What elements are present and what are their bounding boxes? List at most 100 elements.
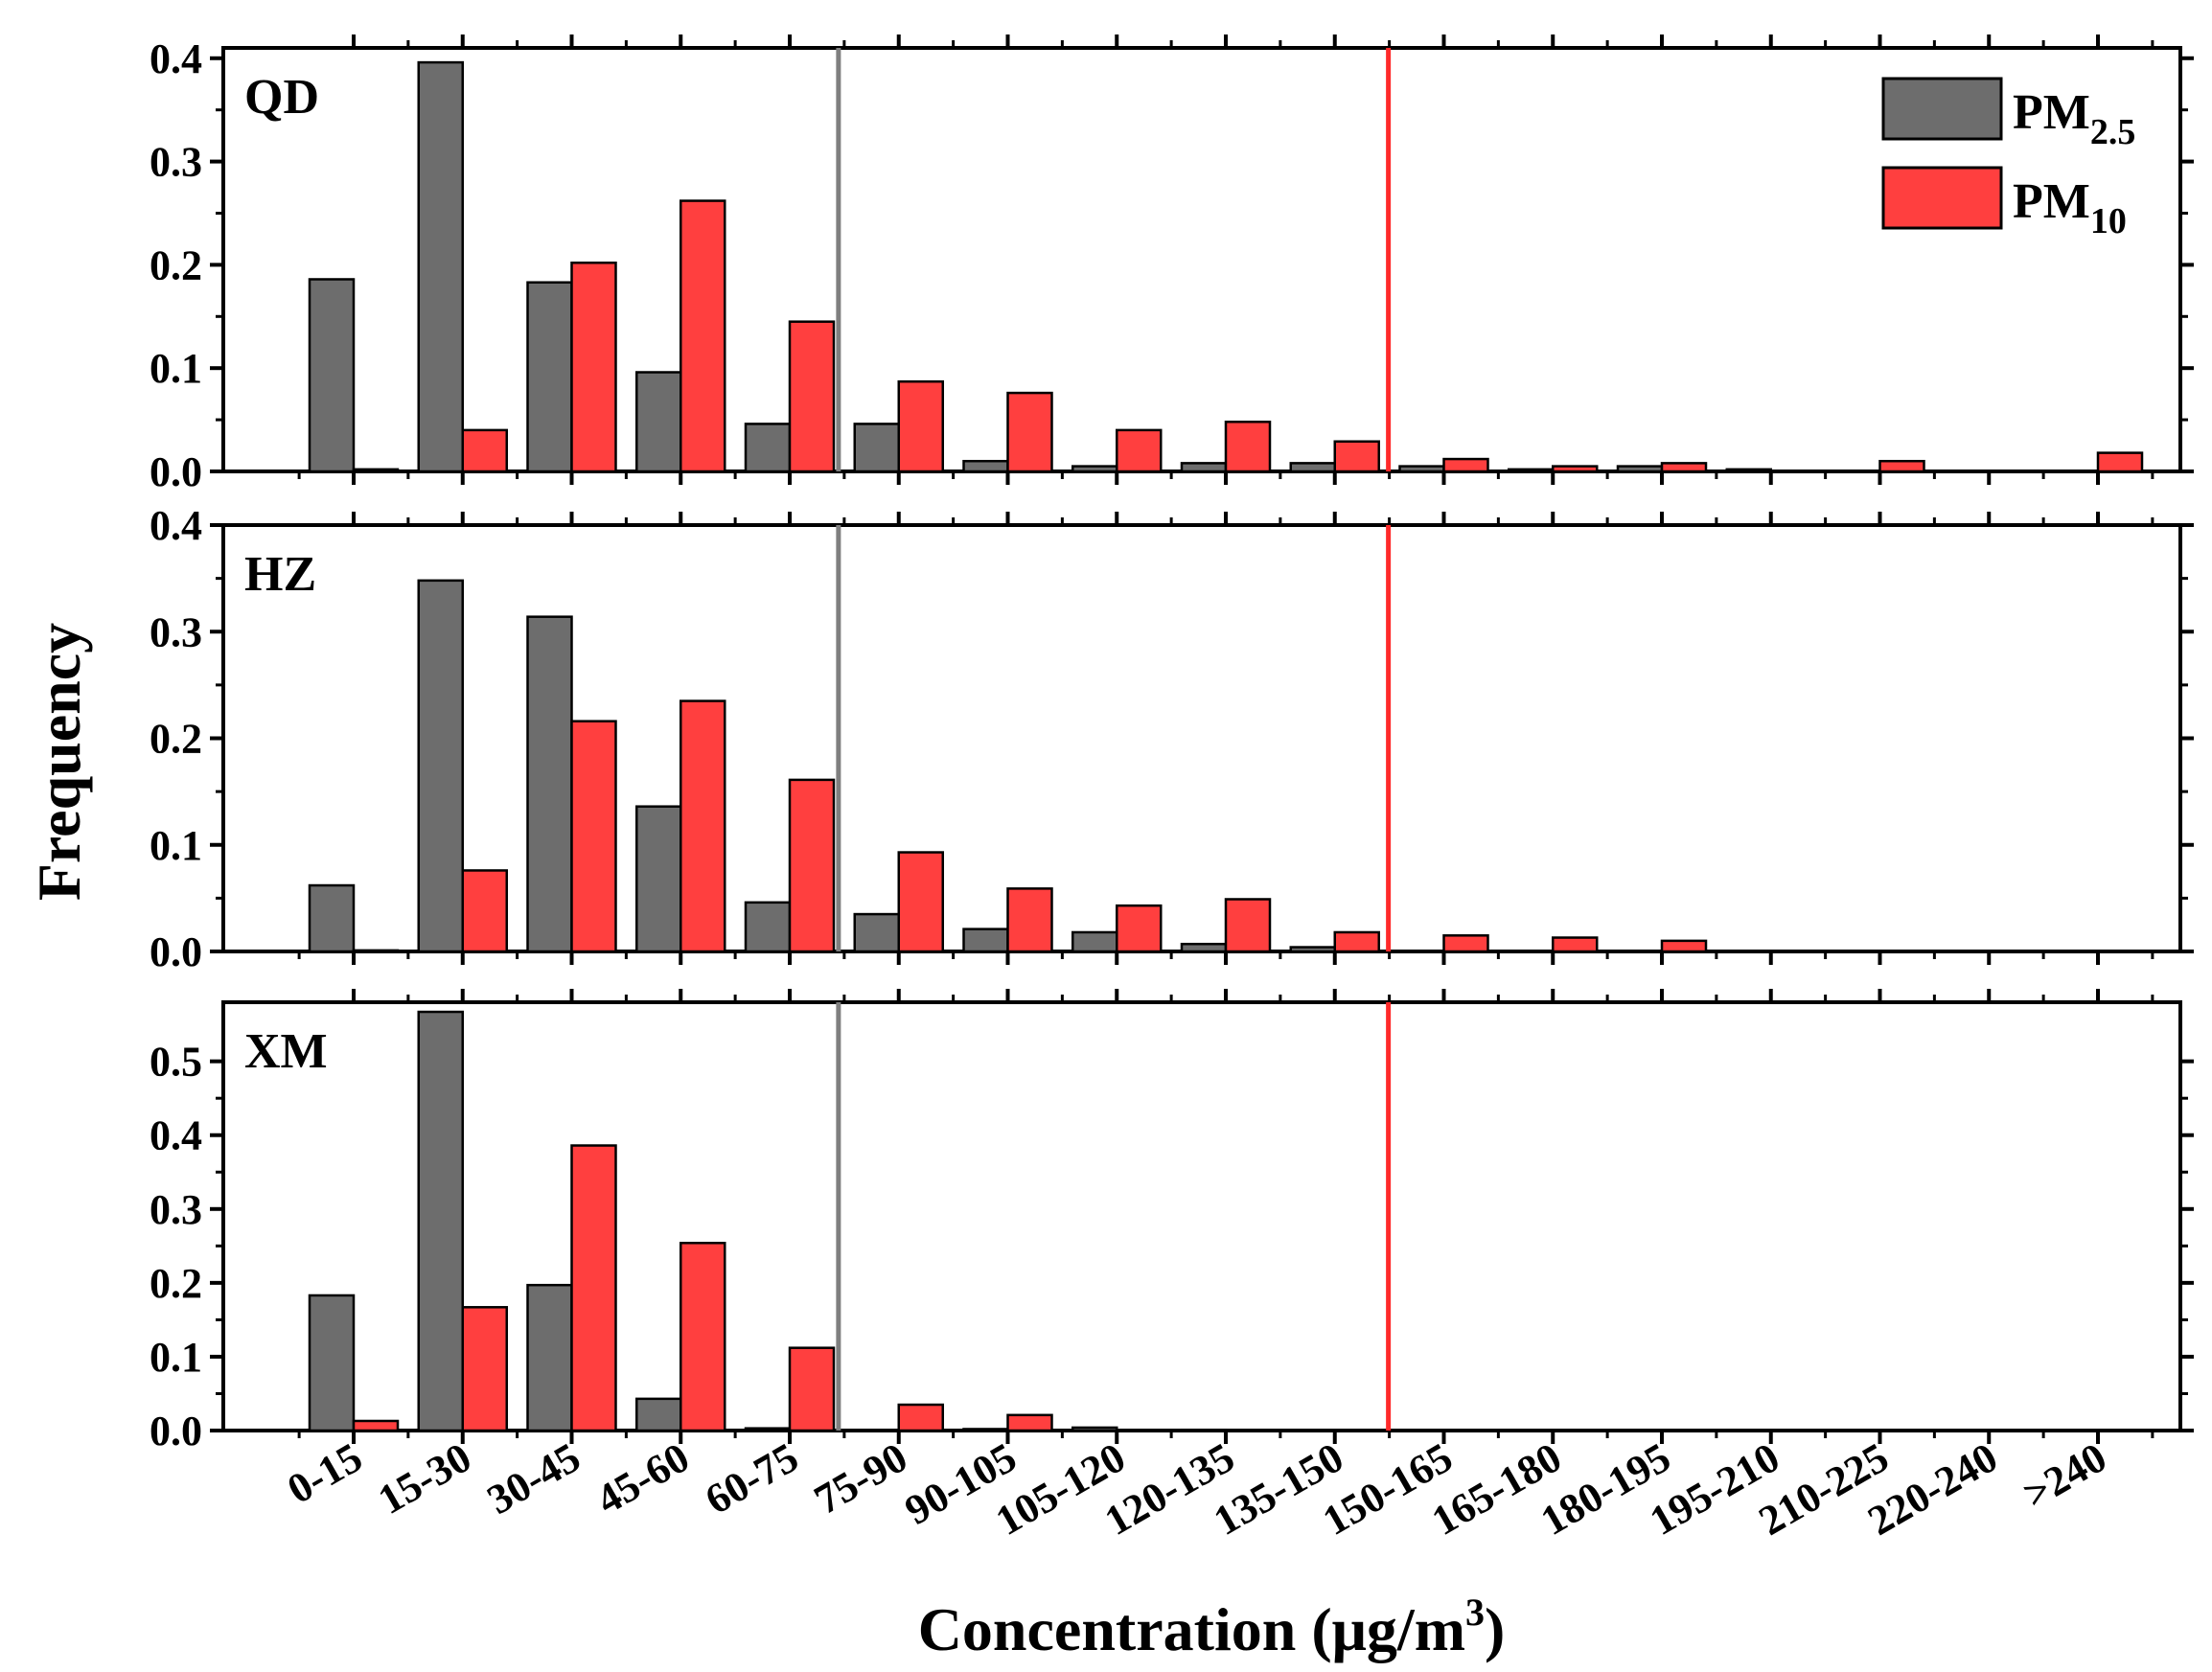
panel-label-xm: XM [244, 1024, 328, 1079]
bar-pm10->240 [2096, 451, 2144, 473]
bar-pm10-30-45 [570, 720, 617, 953]
bar-pm10-75-90 [897, 379, 944, 473]
bar-pm10-60-75 [788, 320, 836, 473]
bar-pm10-150-165 [1442, 934, 1489, 953]
bar-pm25-45-60 [635, 371, 682, 473]
bar-pm25-15-30 [417, 579, 464, 953]
bar-pm10-0-15 [352, 1419, 400, 1432]
y-tick-label: 0.3 [150, 608, 202, 655]
bar-pm25-30-45 [526, 281, 573, 473]
bar-pm25-75-90 [853, 423, 900, 473]
y-tick-label: 0.0 [150, 448, 202, 495]
bar-pm10-90-105 [1006, 887, 1053, 953]
x-category-label: 30-45 [479, 1433, 588, 1523]
y-tick-label: 0.1 [150, 345, 202, 392]
legend-swatch-pm25 [1881, 77, 2003, 141]
bar-pm10-180-195 [1660, 939, 1708, 953]
bar-pm25-165-180 [1508, 468, 1555, 473]
bar-pm25-135-150 [1289, 946, 1336, 953]
y-tick-label: 0.0 [150, 928, 202, 975]
y-tick-label: 0.3 [150, 1186, 202, 1233]
bar-pm25-105-120 [1071, 930, 1118, 953]
y-tick-label: 0.2 [150, 241, 202, 288]
bar-pm25-60-75 [744, 423, 792, 473]
bar-pm25-60-75 [744, 1427, 792, 1432]
panel-qd: 0.0 0.1 0.2 0.3 0.4 QD [150, 34, 2194, 495]
plot-frame [221, 1000, 2182, 1432]
bar-pm25-180-195 [1616, 465, 1664, 473]
bar-pm10-75-90 [897, 1403, 944, 1432]
bar-pm25-30-45 [526, 1283, 573, 1432]
y-tick-label: 0.3 [150, 139, 202, 186]
x-category-label: >240 [2016, 1433, 2114, 1518]
bar-pm25-120-135 [1180, 942, 1228, 953]
bar-pm25-90-105 [962, 1428, 1009, 1432]
legend-swatch-pm10 [1881, 166, 2003, 230]
bar-pm10-0-15 [352, 468, 400, 473]
bar-pm10-15-30 [461, 428, 508, 473]
panel-xm: 0.0 0.1 0.2 0.3 0.4 0.5 XM [150, 989, 2194, 1454]
bar-pm10-30-45 [570, 1144, 617, 1432]
bar-pm10-45-60 [680, 699, 726, 953]
bar-pm10-105-120 [1116, 428, 1163, 473]
bar-pm25-45-60 [635, 1397, 682, 1432]
bar-pm25-0-15 [308, 883, 356, 953]
x-category-label: 60-75 [698, 1433, 806, 1523]
bar-pm25-45-60 [635, 805, 682, 953]
y-tick-label: 0.0 [150, 1408, 202, 1454]
bar-pm10-15-30 [461, 869, 508, 953]
y-tick-label: 0.5 [150, 1039, 202, 1086]
y-axis-title: Frequency [25, 623, 93, 901]
panel-hz: 0.0 0.1 0.2 0.3 0.4 HZ [150, 502, 2194, 975]
bar-pm25-90-105 [962, 928, 1009, 953]
bar-pm25-0-15 [308, 1294, 356, 1432]
bar-pm25-150-165 [1398, 465, 1445, 473]
bar-pm10-0-15 [352, 949, 400, 953]
bar-pm10-165-180 [1552, 936, 1599, 953]
bar-pm10-120-135 [1224, 421, 1272, 473]
bar-pm10-165-180 [1552, 465, 1599, 473]
x-category-labels: 0-15 15-30 30-45 45-60 60-75 75-9090-105105-1… [280, 1433, 2114, 1545]
bar-pm25-30-45 [526, 615, 573, 953]
bar-pm25-120-135 [1180, 1428, 1228, 1432]
y-tick-label: 0.2 [150, 1260, 202, 1307]
panels: 0.0 0.1 0.2 0.3 0.4 QD 0.0 0.1 0.2 0.3 0.4 HZ 0.0 0.1… [150, 34, 2194, 1454]
bar-pm10-180-195 [1660, 462, 1708, 473]
bar-pm25-135-150 [1289, 462, 1336, 473]
x-category-label: 0-15 [280, 1433, 370, 1513]
bar-pm10-135-150 [1333, 440, 1380, 473]
bar-pm25-90-105 [962, 459, 1009, 473]
x-category-label: 15-30 [370, 1433, 478, 1523]
bar-pm25-75-90 [853, 912, 900, 953]
bar-pm10-45-60 [680, 199, 726, 473]
bar-pm10-90-105 [1006, 391, 1053, 473]
bar-pm25-15-30 [417, 1010, 464, 1432]
bar-pm25-195-210 [1725, 468, 1772, 473]
y-tick-label: 0.2 [150, 716, 202, 763]
panel-label-qd: QD [244, 70, 319, 125]
bar-pm10-60-75 [788, 1346, 836, 1432]
y-tick-label: 0.1 [150, 1334, 202, 1381]
bar-pm25-15-30 [417, 60, 464, 473]
panel-label-hz: HZ [244, 547, 316, 602]
y-tick-label: 0.4 [150, 35, 202, 82]
x-axis-title: Concentration (μg/m3) [918, 1591, 1506, 1663]
bar-pm10-75-90 [897, 851, 944, 953]
legend-label-pm10: PM10 [2013, 174, 2127, 241]
bar-pm10-60-75 [788, 778, 836, 953]
bar-pm25-0-15 [308, 278, 356, 473]
y-tick-label: 0.4 [150, 502, 202, 549]
y-tick-label: 0.1 [150, 822, 202, 869]
bar-pm10-90-105 [1006, 1413, 1053, 1432]
bar-pm25-105-120 [1071, 465, 1118, 473]
bar-pm10-105-120 [1116, 904, 1163, 953]
bar-pm10-135-150 [1333, 930, 1380, 953]
legend-label-pm25: PM2.5 [2013, 85, 2135, 152]
bar-pm10-15-30 [461, 1306, 508, 1432]
x-category-label: 75-90 [806, 1433, 914, 1523]
bar-pm25-105-120 [1071, 1426, 1118, 1432]
bar-pm10-30-45 [570, 261, 617, 473]
bar-pm25-60-75 [744, 901, 792, 953]
bar-pm10-150-165 [1442, 457, 1489, 473]
